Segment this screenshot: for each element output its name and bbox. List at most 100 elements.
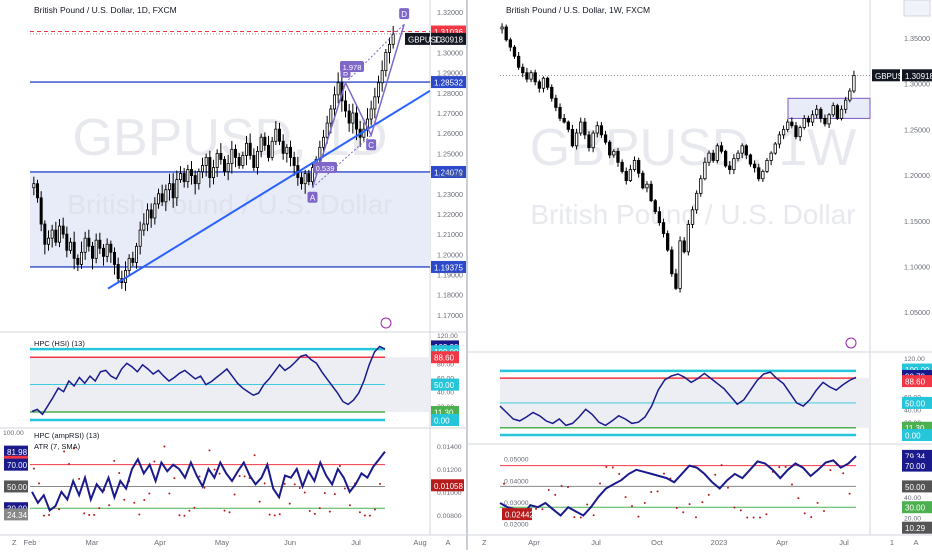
price-tick: 1.26000 [437, 129, 463, 138]
price-tick: 1.28000 [437, 89, 463, 98]
osc2-right-tick: 0.01000 [437, 490, 462, 497]
daily-candle-body [281, 140, 285, 154]
osc1-badge: 88.60 [905, 378, 926, 387]
weekly-candle-body [550, 86, 554, 99]
atr-dot [338, 464, 341, 467]
atr-dot [637, 515, 640, 518]
price-tick: 1.17000 [437, 311, 463, 320]
daily-candle-body [134, 245, 138, 263]
weekly-candle-body [819, 108, 823, 119]
daily-candle-body [307, 173, 311, 183]
weekly-candle-body [612, 150, 616, 156]
last-price-tag: 1.30918 [905, 72, 932, 81]
price-tick: 1.30000 [904, 80, 930, 89]
weekly-candle-body [632, 160, 637, 170]
weekly-candle-body [591, 132, 595, 149]
weekly-candle-body [641, 172, 645, 189]
osc1-badge-bg [902, 396, 932, 409]
level-price-tag: 1.24079 [434, 168, 463, 177]
weekly-candle-body [711, 152, 715, 161]
daily-candle-body [50, 229, 54, 239]
price-tick: 1.29000 [437, 69, 463, 78]
osc2-right-badge: 30.00 [905, 504, 926, 513]
atr-dot [778, 466, 781, 469]
daily-candle-body [39, 197, 43, 225]
weekly-candle-body [786, 121, 790, 130]
left-bg [0, 0, 466, 550]
atr-dot [268, 513, 271, 516]
weekly-candle-body [690, 209, 695, 225]
atr-dot [138, 513, 141, 516]
atr-dot [333, 493, 336, 496]
weekly-candle-body [562, 118, 566, 123]
daily-candle-body [263, 136, 267, 146]
osc2-left-badge: 81.98 [7, 448, 28, 457]
weekly-candle-body [574, 132, 579, 147]
daily-candle-body [384, 52, 388, 72]
weekly-candle-body [694, 192, 699, 211]
osc2-left-tick: 0.03000 [504, 500, 529, 507]
atr-dot [675, 507, 678, 510]
atr-dot [378, 482, 381, 485]
daily-chart-svg[interactable]: British Pound / U.S. Dollar, 1D, FXCM GBP… [0, 0, 466, 550]
atr-dot [567, 486, 569, 489]
daily-candle-body [310, 167, 314, 183]
daily-candle-body [138, 229, 142, 247]
point-c-label-bg [366, 139, 377, 151]
osc1-badge: 0.00 [434, 417, 450, 426]
atr-dot [73, 447, 76, 450]
daily-candle-body [347, 110, 351, 124]
atr-dot [618, 473, 621, 476]
price-tick: 1.20000 [437, 250, 463, 259]
price-tick: 1.18000 [437, 291, 463, 300]
x-tick: Jul [839, 538, 849, 547]
chart-panel-daily[interactable]: British Pound / U.S. Dollar, 1D, FXCM GBP… [0, 0, 466, 550]
daily-candle-body [266, 144, 270, 158]
point-d-label-bg [399, 8, 410, 20]
atr-dot [328, 510, 331, 513]
osc2-title: HPC (ampRSI) (13) [34, 431, 100, 440]
x-tick: 1 [890, 538, 894, 547]
symbol-tag-bg [872, 69, 900, 82]
x-tick: Mar [86, 538, 99, 547]
daily-candle-body [175, 179, 179, 199]
daily-candle-body [230, 148, 234, 164]
price-tick: 1.25000 [904, 125, 930, 134]
atr-badge: 0.01058 [434, 482, 463, 491]
daily-candle-body [270, 140, 274, 158]
osc2-left-badge: 24.34 [7, 511, 28, 520]
osc1-badge-bg [902, 429, 932, 441]
atr-dot [88, 513, 91, 516]
atr-dot [83, 512, 86, 515]
daily-candle-body [167, 183, 171, 191]
atr-dot [759, 516, 761, 519]
atr-dot [739, 509, 742, 512]
atr-dot [605, 466, 608, 469]
atr-dot [714, 473, 717, 476]
atr-badge-bg [431, 479, 464, 492]
daily-candle-body [127, 257, 131, 271]
abcd-pattern-legs [311, 23, 405, 188]
weekly-candle-body [616, 150, 620, 163]
atr-dot [188, 509, 191, 512]
daily-candle-body [156, 193, 160, 205]
daily-candle-body [336, 82, 340, 96]
daily-candle-body [233, 148, 237, 158]
atr-dot [368, 514, 371, 517]
chart-panel-weekly[interactable]: British Pound / U.S. Dollar, 1W, FXCM GBP… [468, 0, 932, 550]
atr-badge-bg [502, 508, 532, 521]
weekly-candle-body [781, 128, 786, 136]
x-tick: Oct [651, 538, 664, 547]
watermark-name: British Pound / U.S. Dollar [67, 189, 392, 220]
atr-dot [288, 502, 291, 505]
weekly-chart-svg[interactable]: British Pound / U.S. Dollar, 1W, FXCM GBP… [468, 0, 932, 550]
weekly-candle-body [516, 55, 521, 68]
atr-dot [93, 513, 96, 516]
price-tick: 1.32000 [437, 8, 463, 17]
daily-candle-body [193, 175, 197, 185]
panel-divider[interactable] [466, 0, 468, 550]
bd-dotted [345, 23, 405, 84]
osc2-left-badge-bg [4, 508, 28, 521]
x-tick: 2023 [711, 538, 728, 547]
weekly-candle-body [661, 222, 666, 234]
